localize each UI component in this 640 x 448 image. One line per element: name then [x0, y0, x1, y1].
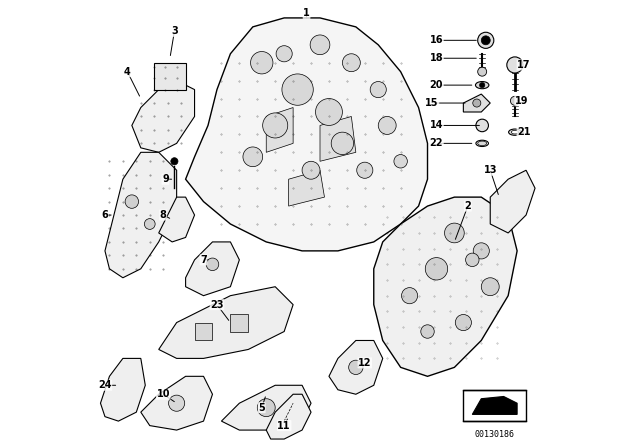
Ellipse shape [477, 141, 486, 146]
Text: 9: 9 [162, 174, 169, 184]
Circle shape [257, 399, 275, 417]
Text: 17: 17 [517, 60, 531, 70]
Circle shape [125, 195, 139, 208]
Circle shape [316, 99, 342, 125]
Circle shape [477, 67, 486, 76]
Circle shape [511, 96, 520, 105]
Circle shape [356, 162, 373, 178]
Text: 22: 22 [429, 138, 444, 148]
Circle shape [370, 82, 387, 98]
Polygon shape [266, 108, 293, 152]
Text: 00130186: 00130186 [475, 430, 515, 439]
Polygon shape [159, 197, 195, 242]
Circle shape [473, 99, 481, 107]
Polygon shape [154, 63, 186, 90]
Circle shape [481, 278, 499, 296]
Text: 16: 16 [429, 35, 444, 45]
Circle shape [394, 155, 408, 168]
Text: 12: 12 [358, 358, 372, 368]
Polygon shape [100, 358, 145, 421]
Circle shape [455, 314, 472, 331]
Polygon shape [195, 323, 212, 340]
Text: 19: 19 [515, 96, 529, 106]
Text: 8: 8 [160, 210, 166, 220]
Circle shape [302, 161, 320, 179]
Circle shape [421, 325, 435, 338]
Polygon shape [186, 18, 428, 251]
Ellipse shape [509, 129, 521, 135]
Text: 21: 21 [517, 127, 531, 137]
Circle shape [476, 119, 488, 132]
Circle shape [243, 147, 262, 167]
Circle shape [479, 82, 485, 88]
Text: 5: 5 [259, 403, 265, 413]
Circle shape [332, 132, 354, 155]
Polygon shape [105, 152, 177, 278]
Polygon shape [374, 197, 517, 376]
Circle shape [481, 36, 490, 45]
Polygon shape [141, 376, 212, 430]
Polygon shape [329, 340, 383, 394]
Text: 1: 1 [303, 9, 310, 18]
Text: 7: 7 [200, 255, 207, 265]
Text: 2: 2 [465, 201, 471, 211]
Circle shape [401, 288, 418, 304]
Circle shape [465, 253, 479, 267]
Polygon shape [289, 170, 324, 206]
Text: 4: 4 [124, 67, 131, 77]
Circle shape [473, 243, 490, 259]
Polygon shape [320, 116, 356, 161]
Circle shape [168, 395, 185, 411]
Circle shape [477, 32, 494, 48]
Ellipse shape [476, 82, 489, 89]
Circle shape [145, 219, 155, 229]
Circle shape [251, 52, 273, 74]
Polygon shape [463, 94, 490, 112]
Circle shape [342, 54, 360, 72]
Polygon shape [159, 287, 293, 358]
Text: 3: 3 [171, 26, 178, 36]
Polygon shape [132, 81, 195, 152]
Text: 20: 20 [429, 80, 444, 90]
Text: 15: 15 [425, 98, 439, 108]
Circle shape [171, 158, 178, 165]
Polygon shape [472, 396, 517, 414]
Ellipse shape [511, 130, 518, 134]
Polygon shape [230, 314, 248, 332]
Polygon shape [490, 170, 535, 233]
Circle shape [282, 74, 314, 105]
Circle shape [276, 46, 292, 62]
Circle shape [349, 360, 363, 375]
Text: 14: 14 [429, 121, 444, 130]
Circle shape [445, 223, 464, 243]
Polygon shape [186, 242, 239, 296]
Circle shape [507, 57, 523, 73]
Text: 6: 6 [102, 210, 108, 220]
Text: 24: 24 [98, 380, 112, 390]
Circle shape [426, 258, 448, 280]
Text: 11: 11 [277, 421, 291, 431]
Text: 10: 10 [156, 389, 170, 399]
Text: 23: 23 [210, 300, 224, 310]
Text: 13: 13 [483, 165, 497, 175]
Text: 18: 18 [429, 53, 444, 63]
Polygon shape [221, 385, 311, 430]
Circle shape [310, 35, 330, 55]
Circle shape [206, 258, 219, 271]
Polygon shape [266, 394, 311, 439]
Circle shape [378, 116, 396, 134]
Circle shape [262, 113, 288, 138]
